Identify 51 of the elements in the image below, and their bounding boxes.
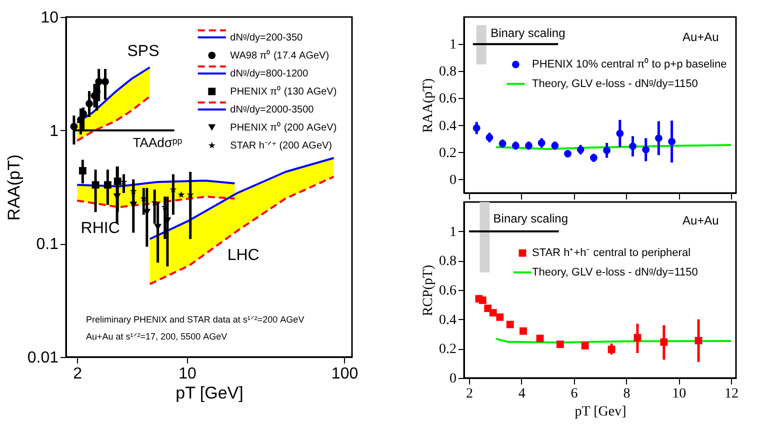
legend-label: dNᵍ/dy=200-350: [230, 32, 304, 44]
y-tick-label: 1: [50, 122, 59, 140]
legend-label: WA98 π⁰ (17.4 AGeV): [230, 49, 330, 62]
y-tick-label: 0.2: [439, 146, 456, 161]
legend-label: PHENIX π⁰ (130 AGeV): [230, 85, 337, 98]
y-tick-label: 0.6: [439, 92, 456, 107]
legend-label: dNᵍ/dy=800-1200: [230, 68, 309, 80]
x-axis-title: pT [GeV]: [176, 384, 244, 402]
legend-label: Theory, GLV e-loss - dNᵍ/dy=1150: [532, 78, 698, 90]
y-axis-title: RAA(pT): [421, 78, 436, 133]
x-tick-label: 10: [178, 366, 197, 382]
y-tick-label: 0.6: [439, 284, 456, 298]
y-tick-label: 1: [450, 38, 456, 53]
x-tick-label: 6: [570, 386, 578, 402]
y-tick-label: 0.8: [439, 254, 456, 270]
y-tick-label: 0.4: [439, 312, 456, 328]
legend-label: PHENIX 10% central π⁰ to p+p baseline: [532, 58, 727, 71]
legend-label: Theory, GLV e-loss - dNᵍ/dy=1150: [532, 266, 698, 278]
x-tick-label: 8: [623, 386, 630, 402]
annotation: Binary scaling: [493, 212, 568, 226]
x-tick-label: 4: [518, 386, 526, 402]
y-tick-label: 1: [450, 224, 456, 240]
annotation: Au+Au: [682, 213, 719, 228]
y-axis-title: RCP(pT): [421, 264, 436, 316]
legend-label: STAR h⁺+h⁻ central to peripheral: [532, 247, 691, 260]
legend-label: PHENIX π⁰ (200 AGeV): [230, 122, 337, 134]
legend-label: dNᵍ/dy=2000-3500: [230, 104, 314, 116]
annotation: TAAdσᵖᵖ: [132, 134, 182, 150]
y-axis-title: RAA(pT): [4, 154, 24, 221]
y-tick-label: 0.8: [439, 64, 456, 80]
annotation: LHC: [227, 247, 260, 264]
y-tick-label: 0.2: [439, 342, 456, 358]
y-tick-label: 0.01: [27, 350, 59, 366]
annotation: RHIC: [80, 220, 120, 237]
legend-label: STAR h⁻ᐟ⁺ (200 AGeV): [230, 140, 332, 152]
y-tick-label: 10: [40, 10, 59, 26]
annotation: SPS: [127, 43, 160, 60]
y-tick-label: 0: [450, 172, 456, 188]
y-tick-label: 0.4: [439, 118, 456, 134]
annotation: Au+Au at s¹ᐟ²=17, 200, 5500 AGeV: [86, 332, 228, 342]
y-tick-label: 0.1: [36, 236, 59, 254]
x-tick-label: 12: [724, 386, 738, 402]
annotation: Preliminary PHENIX and STAR data at s¹ᐟ²=200 AGeV: [86, 314, 304, 325]
x-tick-label: 2: [73, 366, 82, 382]
x-axis-title: pT [Gev]: [574, 404, 626, 420]
annotation: Au+Au: [682, 30, 719, 44]
y-tick-label: 0: [450, 372, 456, 386]
x-tick-label: 10: [672, 386, 686, 402]
x-tick-label: 2: [466, 386, 473, 402]
x-tick-label: 100: [331, 366, 358, 382]
annotation: Binary scaling: [490, 26, 566, 40]
